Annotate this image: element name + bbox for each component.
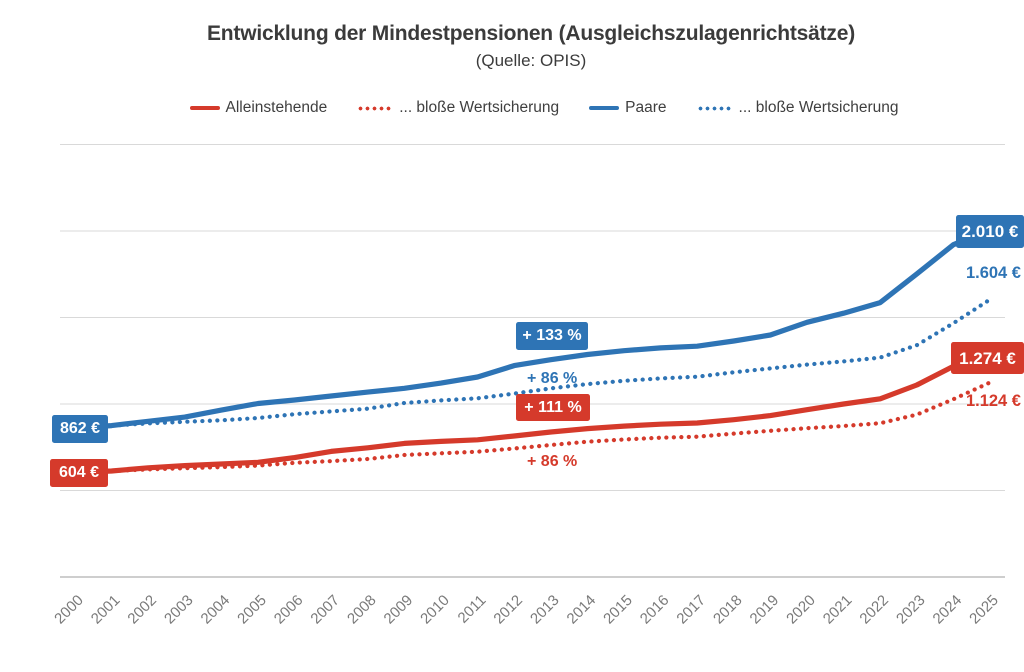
x-axis-label: 2002 <box>124 592 160 628</box>
series-line-alleinstehende <box>72 354 993 476</box>
x-axis-label: 2000 <box>51 592 87 628</box>
x-axis-label: 2004 <box>198 592 234 628</box>
x-axis-label: 2009 <box>381 592 417 628</box>
legend-item-paare[interactable]: Paare <box>589 99 667 117</box>
legend-swatch-dotted-icon <box>357 105 394 111</box>
x-axis-label: 2013 <box>527 592 563 628</box>
x-axis-label: 2019 <box>747 592 783 628</box>
legend: Alleinstehende ... bloße Wertsicherung Paa… <box>0 99 1024 117</box>
chart-title: Entwicklung der Mindestpensionen (Ausgle… <box>206 22 856 45</box>
label-paare-start: 862 € <box>52 415 108 443</box>
legend-swatch-dotted-icon <box>696 105 733 111</box>
chart-header: Entwicklung der Mindestpensionen (Ausgle… <box>0 22 1024 71</box>
label-alleinstehende-start: 604 € <box>50 459 108 487</box>
label-alleinstehende-percent: + 111 % <box>516 394 590 421</box>
legend-swatch-solid-icon <box>589 105 620 111</box>
legend-item-label: Alleinstehende <box>225 99 328 116</box>
label-alleinstehende-end: 1.274 € <box>951 342 1024 374</box>
series-line-paare <box>72 226 993 431</box>
x-axis-label: 2022 <box>856 592 892 628</box>
x-axis-label: 2015 <box>600 592 636 628</box>
legend-item-label: ... bloße Wertsicherung <box>738 99 899 116</box>
chart-subtitle: (Quelle: OPIS) <box>475 51 587 70</box>
legend-item-label: ... bloße Wertsicherung <box>399 99 560 116</box>
x-axis-label: 2001 <box>88 592 124 628</box>
x-axis-label: 2014 <box>564 592 600 628</box>
label-alleinstehende-wertsicherung-end: 1.124 € <box>965 392 1021 410</box>
x-axis-label: 2024 <box>930 592 966 628</box>
legend-swatch-solid-icon <box>189 105 220 111</box>
x-axis-label: 2023 <box>893 592 929 628</box>
x-axis-label: 2020 <box>783 592 819 628</box>
series-line-paare-wertsicherung <box>72 297 993 430</box>
x-axis-label: 2025 <box>966 592 1002 628</box>
label-paare-wertsicherung-percent: + 86 % <box>527 370 578 387</box>
x-axis-label: 2005 <box>234 592 270 628</box>
x-axis-label: 2011 <box>455 592 490 627</box>
label-alleinstehende-wertsicherung-percent: + 86 % <box>527 453 578 470</box>
x-axis-label: 2021 <box>820 592 856 628</box>
legend-item-label: Paare <box>625 99 667 116</box>
x-axis-label: 2012 <box>490 592 526 628</box>
legend-item-alleinstehende-wertsicherung[interactable]: ... bloße Wertsicherung <box>357 99 559 117</box>
series-line-alleinstehende-wertsicherung <box>72 380 993 475</box>
label-paare-percent: + 133 % <box>516 322 588 350</box>
x-axis-label: 2010 <box>417 592 453 628</box>
x-axis-label: 2007 <box>307 592 343 628</box>
x-axis-label: 2003 <box>161 592 197 628</box>
legend-item-paare-wertsicherung[interactable]: ... bloße Wertsicherung <box>696 99 899 117</box>
x-axis-label: 2016 <box>637 592 673 628</box>
label-paare-end: 2.010 € <box>956 215 1024 248</box>
label-paare-wertsicherung-end: 1.604 € <box>965 264 1021 282</box>
x-axis-label: 2018 <box>710 592 746 628</box>
legend-item-alleinstehende[interactable]: Alleinstehende <box>189 99 328 117</box>
x-axis-label: 2008 <box>344 592 380 628</box>
x-axis-label: 2017 <box>673 592 709 628</box>
x-axis-label: 2006 <box>271 592 307 628</box>
